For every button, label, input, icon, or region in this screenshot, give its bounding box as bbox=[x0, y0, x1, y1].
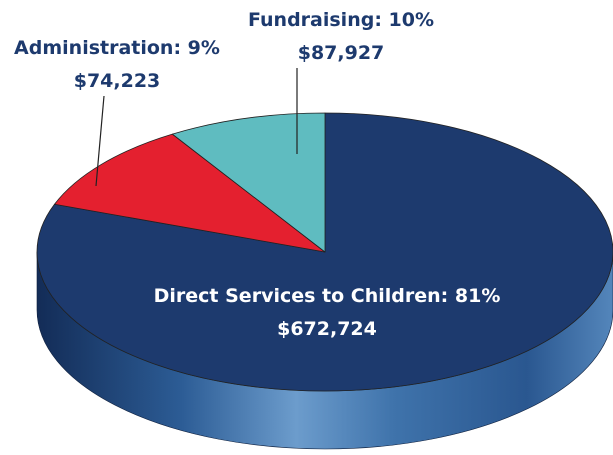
label-direct-services-to-children-value-label: $672,724 bbox=[277, 318, 377, 340]
pie-slice-administration bbox=[171, 112, 326, 253]
label-fundraising-category-label: Fundraising: 10% bbox=[248, 9, 434, 31]
label-fundraising-value-label: $87,927 bbox=[298, 42, 385, 64]
label-direct-services-to-children-category-label: Direct Services to Children: 81% bbox=[154, 285, 501, 307]
label-administration-category-label: Administration: 9% bbox=[14, 37, 220, 59]
pie-slice-fundraising bbox=[54, 133, 326, 253]
leader-line-administration bbox=[95, 95, 105, 187]
pie-slice-direct-services-to-children bbox=[36, 112, 613, 392]
label-administration-value-label: $74,223 bbox=[74, 70, 161, 92]
